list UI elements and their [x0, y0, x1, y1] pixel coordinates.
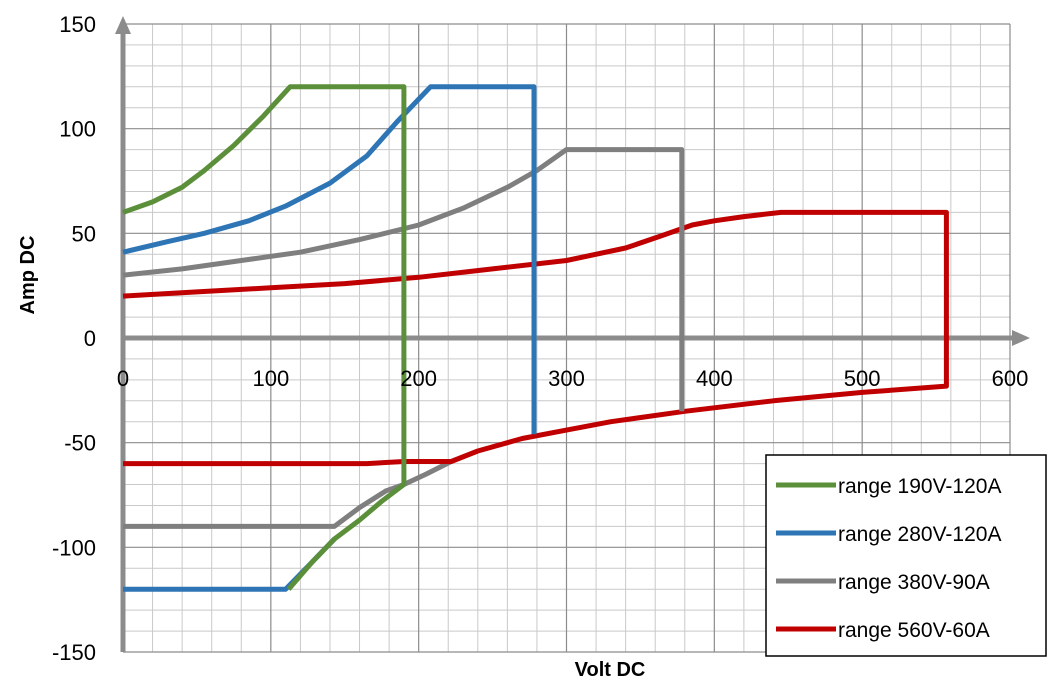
- legend-label: range 380V-90A: [838, 571, 990, 594]
- series-line-range-380v-90a-lower: [123, 459, 453, 529]
- x-tick-label: 300: [548, 366, 585, 391]
- legend-label: range 280V-120A: [838, 523, 1001, 546]
- y-tick-label: 0: [84, 326, 96, 351]
- series-line-range-380v-90a: [122, 147, 685, 412]
- x-tick-label: 400: [696, 366, 733, 391]
- axes: [115, 16, 1030, 652]
- y-tick-label: -50: [64, 431, 96, 456]
- y-tick-label: 50: [72, 221, 96, 246]
- y-tick-label: -100: [52, 535, 96, 560]
- y-axis-arrow: [115, 16, 131, 34]
- y-tick-label: -150: [52, 640, 96, 665]
- legend: range 190V-120A range 280V-120A range 380V…: [765, 454, 1047, 657]
- tick-labels: 0 100 200 300 400 500 600 -150 -100 -50 0 50 100 150: [52, 12, 1028, 665]
- legend-label: range 190V-120A: [838, 475, 1001, 498]
- x-tick-label: 500: [844, 366, 881, 391]
- x-tick-label: 0: [117, 366, 129, 391]
- y-tick-label: 100: [59, 117, 96, 142]
- x-tick-label: 100: [252, 366, 289, 391]
- x-tick-label: 600: [992, 366, 1029, 391]
- x-axis-title: Volt DC: [575, 659, 646, 681]
- y-axis-title: Amp DC: [17, 236, 39, 315]
- series-line-range-190v-120a: [122, 84, 407, 591]
- x-axis-arrow: [1012, 330, 1030, 346]
- series-layer: [122, 84, 949, 592]
- series-line-range-560v-60a: [122, 209, 949, 467]
- legend-box: [765, 454, 1047, 657]
- legend-label: range 560V-60A: [838, 619, 990, 642]
- y-tick-label: 150: [59, 12, 96, 37]
- series-line-range-280v-120a: [122, 84, 537, 435]
- series-line-range-280v-120a-lower: [123, 537, 337, 592]
- x-tick-label: 200: [400, 366, 437, 391]
